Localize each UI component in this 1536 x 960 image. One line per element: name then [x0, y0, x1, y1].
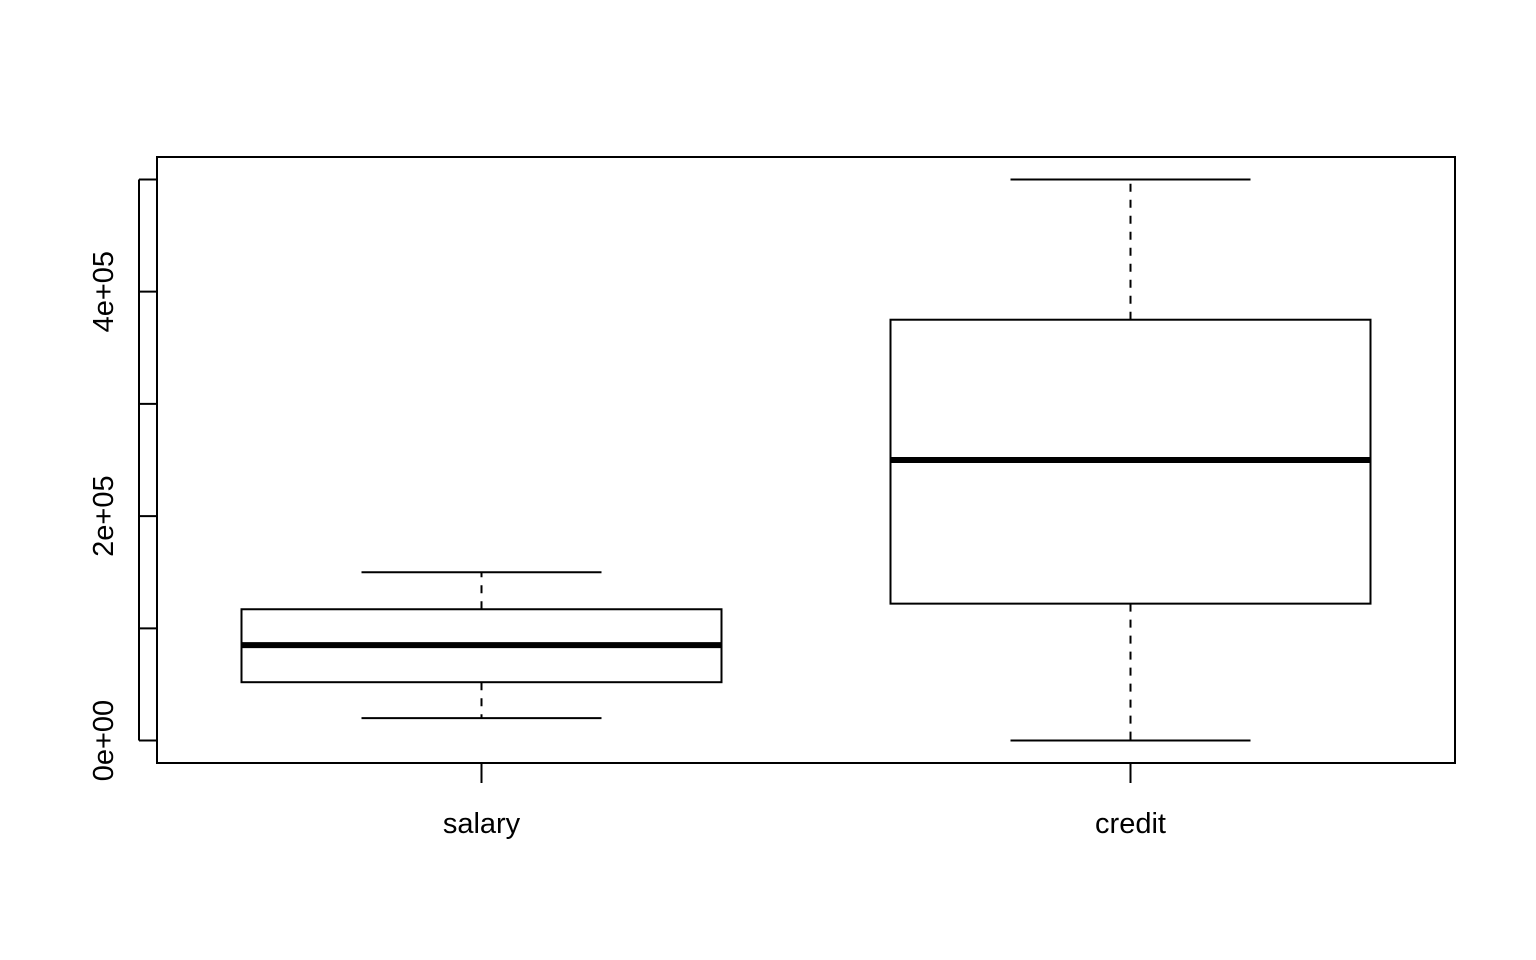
x-tick-label: salary	[443, 808, 521, 840]
box-credit	[889, 178, 1372, 742]
plot-frame	[156, 156, 1456, 764]
y-axis: 0e+00 2e+05 4e+05	[88, 178, 157, 781]
x-axis: salary credit	[443, 763, 1166, 840]
y-tick-label: 2e+05	[88, 475, 120, 556]
y-tick-label: 0e+00	[88, 700, 120, 781]
box-salary	[240, 571, 723, 720]
boxes	[240, 178, 1372, 742]
y-tick-label: 4e+05	[88, 251, 120, 332]
x-tick-label: credit	[1095, 808, 1166, 840]
